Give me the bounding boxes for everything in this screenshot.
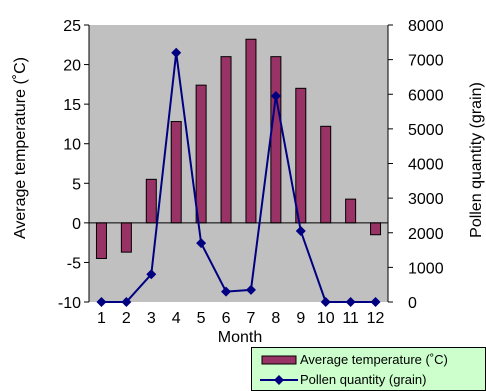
right-tick-label: 0 [408,295,417,312]
left-tick-label: 5 [72,176,81,193]
bar-month-6 [220,56,232,224]
right-tick-label: 6000 [408,87,444,104]
x-tick-label: 1 [97,310,106,327]
left-tick-label: 25 [63,18,81,35]
pollen-point-month-4 [171,47,182,58]
plot-area [89,25,388,302]
right-tick-label: 5000 [408,122,444,139]
legend-label-temperature: Average temperature (˚C) [300,352,448,367]
pollen-point-month-5 [196,238,207,249]
pollen-point-month-11 [345,297,356,307]
pollen-point-month-9 [295,226,306,237]
right-tick-label: 4000 [408,157,444,174]
legend: Average temperature (˚C) Pollen quantity… [251,347,486,391]
left-tick-label: 20 [63,58,81,75]
bar-month-2 [120,222,132,253]
x-tick-label: 11 [342,310,359,327]
bar-month-8 [270,56,282,224]
legend-label-pollen: Pollen quantity (grain) [300,372,427,387]
bar-month-4 [170,121,182,224]
bar-month-3 [145,178,157,224]
left-tick-label: -5 [67,255,81,272]
x-tick-label: 8 [271,310,280,327]
bar-series-temperature [95,38,382,259]
x-axis-title: Month [218,329,262,346]
pollen-point-month-1 [96,297,107,307]
x-tick-label: 5 [197,310,206,327]
left-tick-label: 15 [63,97,81,114]
x-tick-label: 10 [317,310,335,327]
right-tick-label: 8000 [408,18,444,35]
left-tick-labels: -10 -5 0 5 10 15 20 25 [58,18,89,312]
left-axis-title: Average temperature (˚C) [12,57,29,239]
left-tick-label: 0 [72,216,81,233]
bar-month-7 [245,38,257,224]
left-tick-label: -10 [58,295,81,312]
x-tick-label: 9 [296,310,305,327]
x-tick-label: 12 [367,310,385,327]
pollen-point-month-6 [221,286,232,297]
x-tick-label: 2 [122,310,131,327]
pollen-point-month-10 [320,297,331,307]
left-tick-label: 10 [63,137,81,154]
right-axis-title: Pollen quantity (grain) [468,82,485,238]
pollen-point-month-8 [270,90,281,101]
x-tick-labels: 1 2 3 4 5 6 7 8 9 10 11 12 [97,310,385,327]
x-tick-label: 3 [147,310,156,327]
right-tick-labels: 0 1000 2000 3000 4000 5000 6000 7000 8000 [388,18,444,312]
pollen-point-month-12 [370,297,381,307]
x-tick-label: 4 [172,310,181,327]
right-tick-label: 3000 [408,191,444,208]
pollen-point-month-3 [146,269,157,280]
right-tick-label: 7000 [408,53,444,70]
bar-month-12 [370,222,382,236]
right-tick-label: 1000 [408,260,444,277]
bar-month-10 [320,125,332,224]
pollen-point-month-2 [121,297,132,307]
bar-month-5 [195,84,207,224]
pollen-point-month-7 [245,284,256,295]
bar-month-9 [295,87,307,224]
bar-month-11 [345,198,357,224]
right-tick-label: 2000 [408,226,444,243]
bar-month-1 [95,222,107,259]
x-tick-label: 7 [247,310,256,327]
pollen-markers [96,47,381,307]
x-tick-label: 6 [222,310,231,327]
